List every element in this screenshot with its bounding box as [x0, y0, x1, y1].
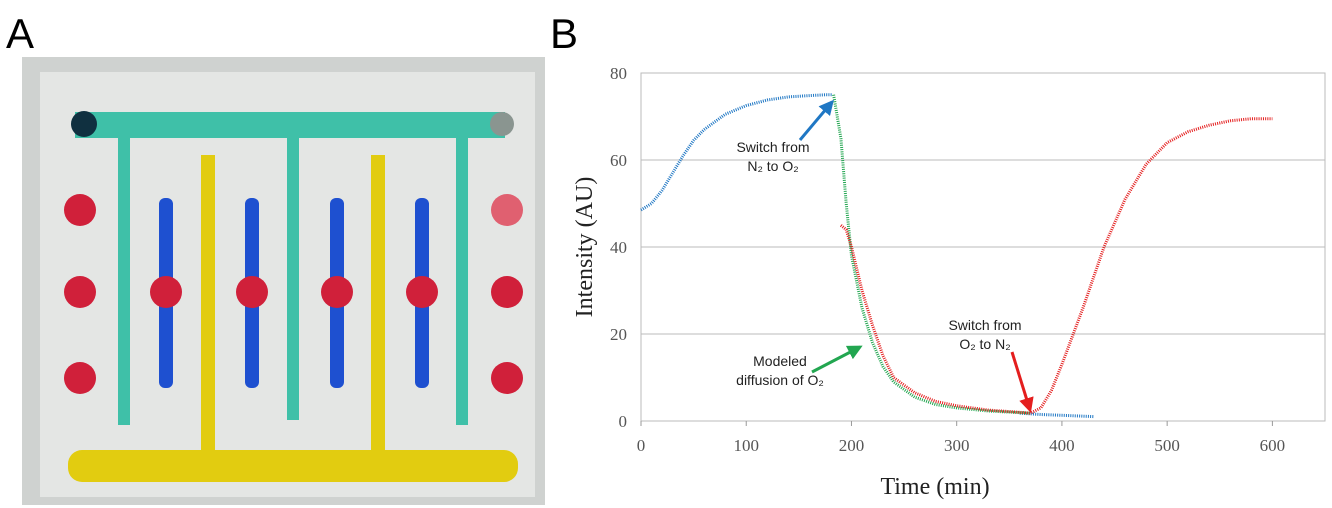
panel-label: A — [6, 10, 34, 57]
series-line — [832, 94, 1031, 415]
x-tick-label: 0 — [637, 436, 646, 455]
annotation: N₂ to O₂ — [747, 158, 798, 174]
x-tick-label: 400 — [1049, 436, 1075, 455]
x-tick-label: 600 — [1260, 436, 1286, 455]
x-tick-label: 300 — [944, 436, 970, 455]
x-axis-title: Time (min) — [880, 474, 989, 500]
annotation: Switch from — [948, 317, 1021, 333]
series-line — [640, 93, 1094, 419]
y-tick-label: 20 — [610, 325, 627, 344]
panel-label: B — [550, 10, 578, 57]
x-tick-label: 500 — [1154, 436, 1180, 455]
series-line — [839, 117, 1273, 415]
annotation-arrow — [1010, 351, 1034, 413]
annotation: Modeled — [753, 353, 807, 369]
annotation: diffusion of O₂ — [736, 372, 824, 388]
annotation: O₂ to N₂ — [959, 336, 1010, 352]
y-tick-label: 40 — [610, 238, 627, 257]
photo — [22, 57, 545, 505]
x-tick-label: 100 — [733, 436, 759, 455]
annotation-arrow — [798, 99, 834, 141]
y-axis-title: Intensity (AU) — [572, 177, 598, 318]
x-tick-label: 200 — [839, 436, 865, 455]
annotation-arrow — [811, 345, 863, 374]
y-tick-label: 60 — [610, 151, 627, 170]
annotation: Switch from — [736, 139, 809, 155]
y-tick-label: 80 — [610, 64, 627, 83]
y-tick-label: 0 — [619, 412, 628, 431]
